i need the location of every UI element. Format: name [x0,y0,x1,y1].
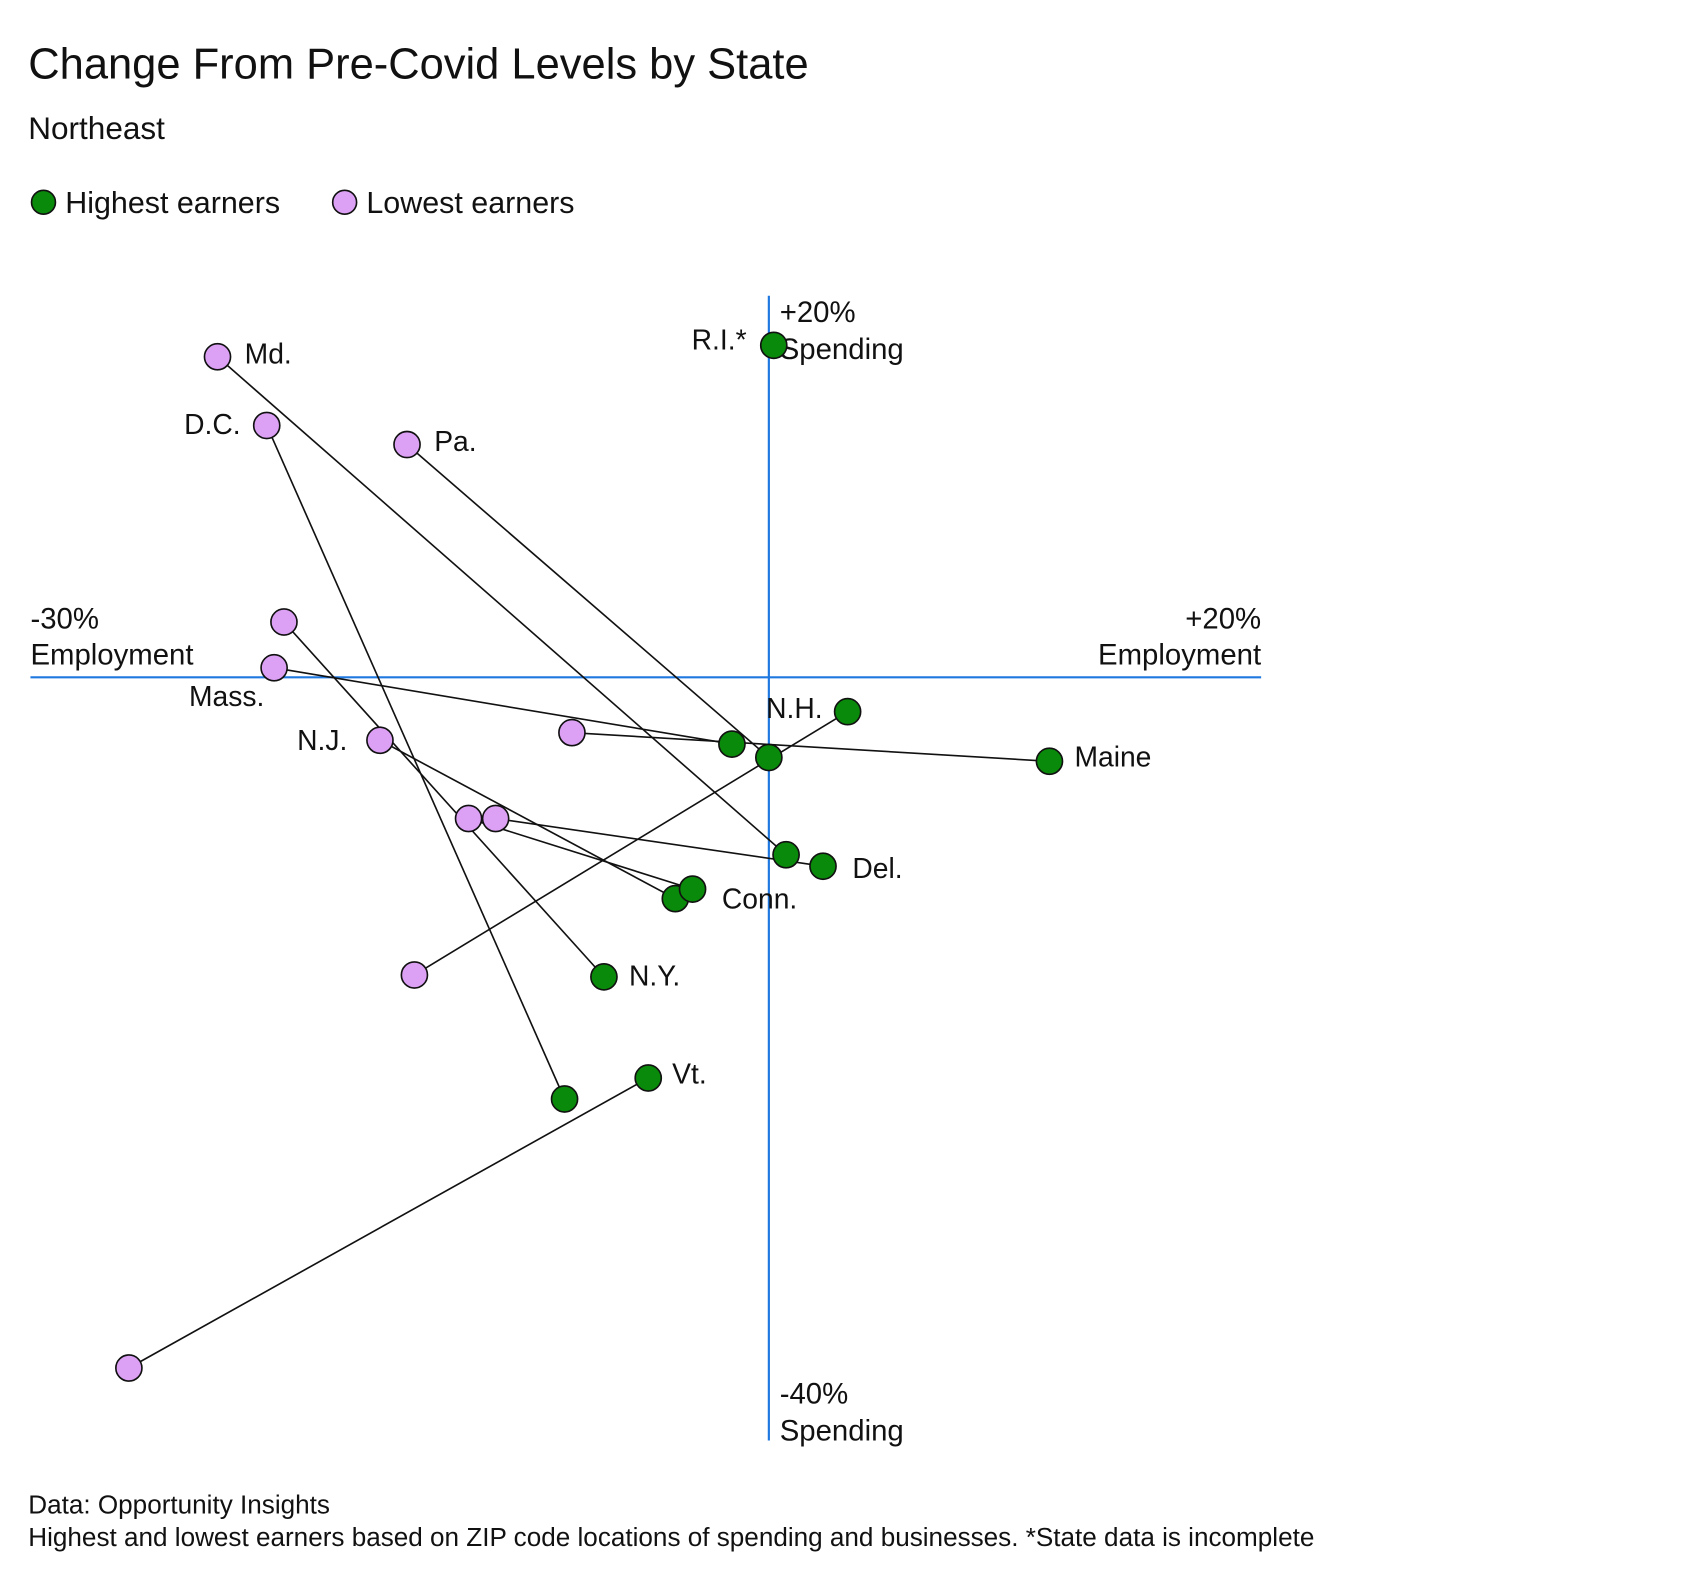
connector [571,731,1050,763]
point-label: Mass. [189,680,264,712]
y-tick-label: -40% [780,1378,849,1411]
y-tick-label: +20% [780,296,856,329]
point-label: R.I.* [692,324,747,356]
connector [468,817,693,890]
point [833,697,862,726]
y-axis-label: Spending [780,1415,904,1448]
connector [283,621,605,978]
source: Data: Opportunity Insights [28,1490,330,1520]
point [260,653,288,682]
legend-label: Lowest earners [366,186,574,220]
point [550,1085,579,1113]
point-label: D.C. [184,408,241,440]
point [393,430,421,459]
x-tick-label: -30% [30,602,99,635]
point-label: Del. [852,852,902,884]
point-label: Maine [1074,741,1151,773]
note: Highest and lowest earners based on ZIP … [28,1523,1315,1553]
connector [495,817,824,868]
point [809,852,837,881]
point [203,342,232,371]
point [115,1354,143,1382]
point-label: Md. [245,337,292,369]
point [718,730,746,758]
point-label: N.J. [297,724,347,756]
point-label: Conn. [722,883,797,915]
point [772,840,800,869]
point-label: Vt. [672,1057,707,1089]
legend-swatch [331,189,358,215]
point [759,331,788,360]
footer: Data: Opportunity Insights Highest and l… [28,1489,1365,1554]
connector [379,739,676,900]
legend-label: Highest earners [65,186,280,220]
connector [216,356,787,856]
legend-swatch [30,189,57,215]
point [590,963,618,991]
point-label: Pa. [434,425,476,457]
connector [265,425,566,1100]
footer-text: Data: Opportunity Insights Highest and l… [28,1489,1365,1554]
point [366,726,394,755]
point-label: N.H. [766,692,823,724]
chart-title: Change From Pre-Covid Levels by State [28,40,808,88]
x-axis-label: Employment [30,638,193,671]
x-axis-label: Employment [1098,638,1261,671]
x-tick-label: +20% [1185,602,1261,635]
point [270,608,298,636]
chart-subtitle: Northeast [28,110,165,146]
point [400,961,429,989]
point [454,804,483,833]
point [558,718,586,747]
connector [273,666,733,745]
y-axis-label: Spending [780,333,904,366]
point [754,743,783,772]
point-label: N.Y. [629,960,680,992]
connector [406,443,770,759]
connector [128,1077,649,1369]
plot-area: -30%Employment+20%Employment+20%Spending… [30,295,1262,1448]
point [634,1064,663,1092]
point [1035,747,1064,776]
point [481,804,510,833]
point [678,875,707,903]
point [252,411,281,440]
legend: Highest earners Lowest earners [30,186,574,220]
